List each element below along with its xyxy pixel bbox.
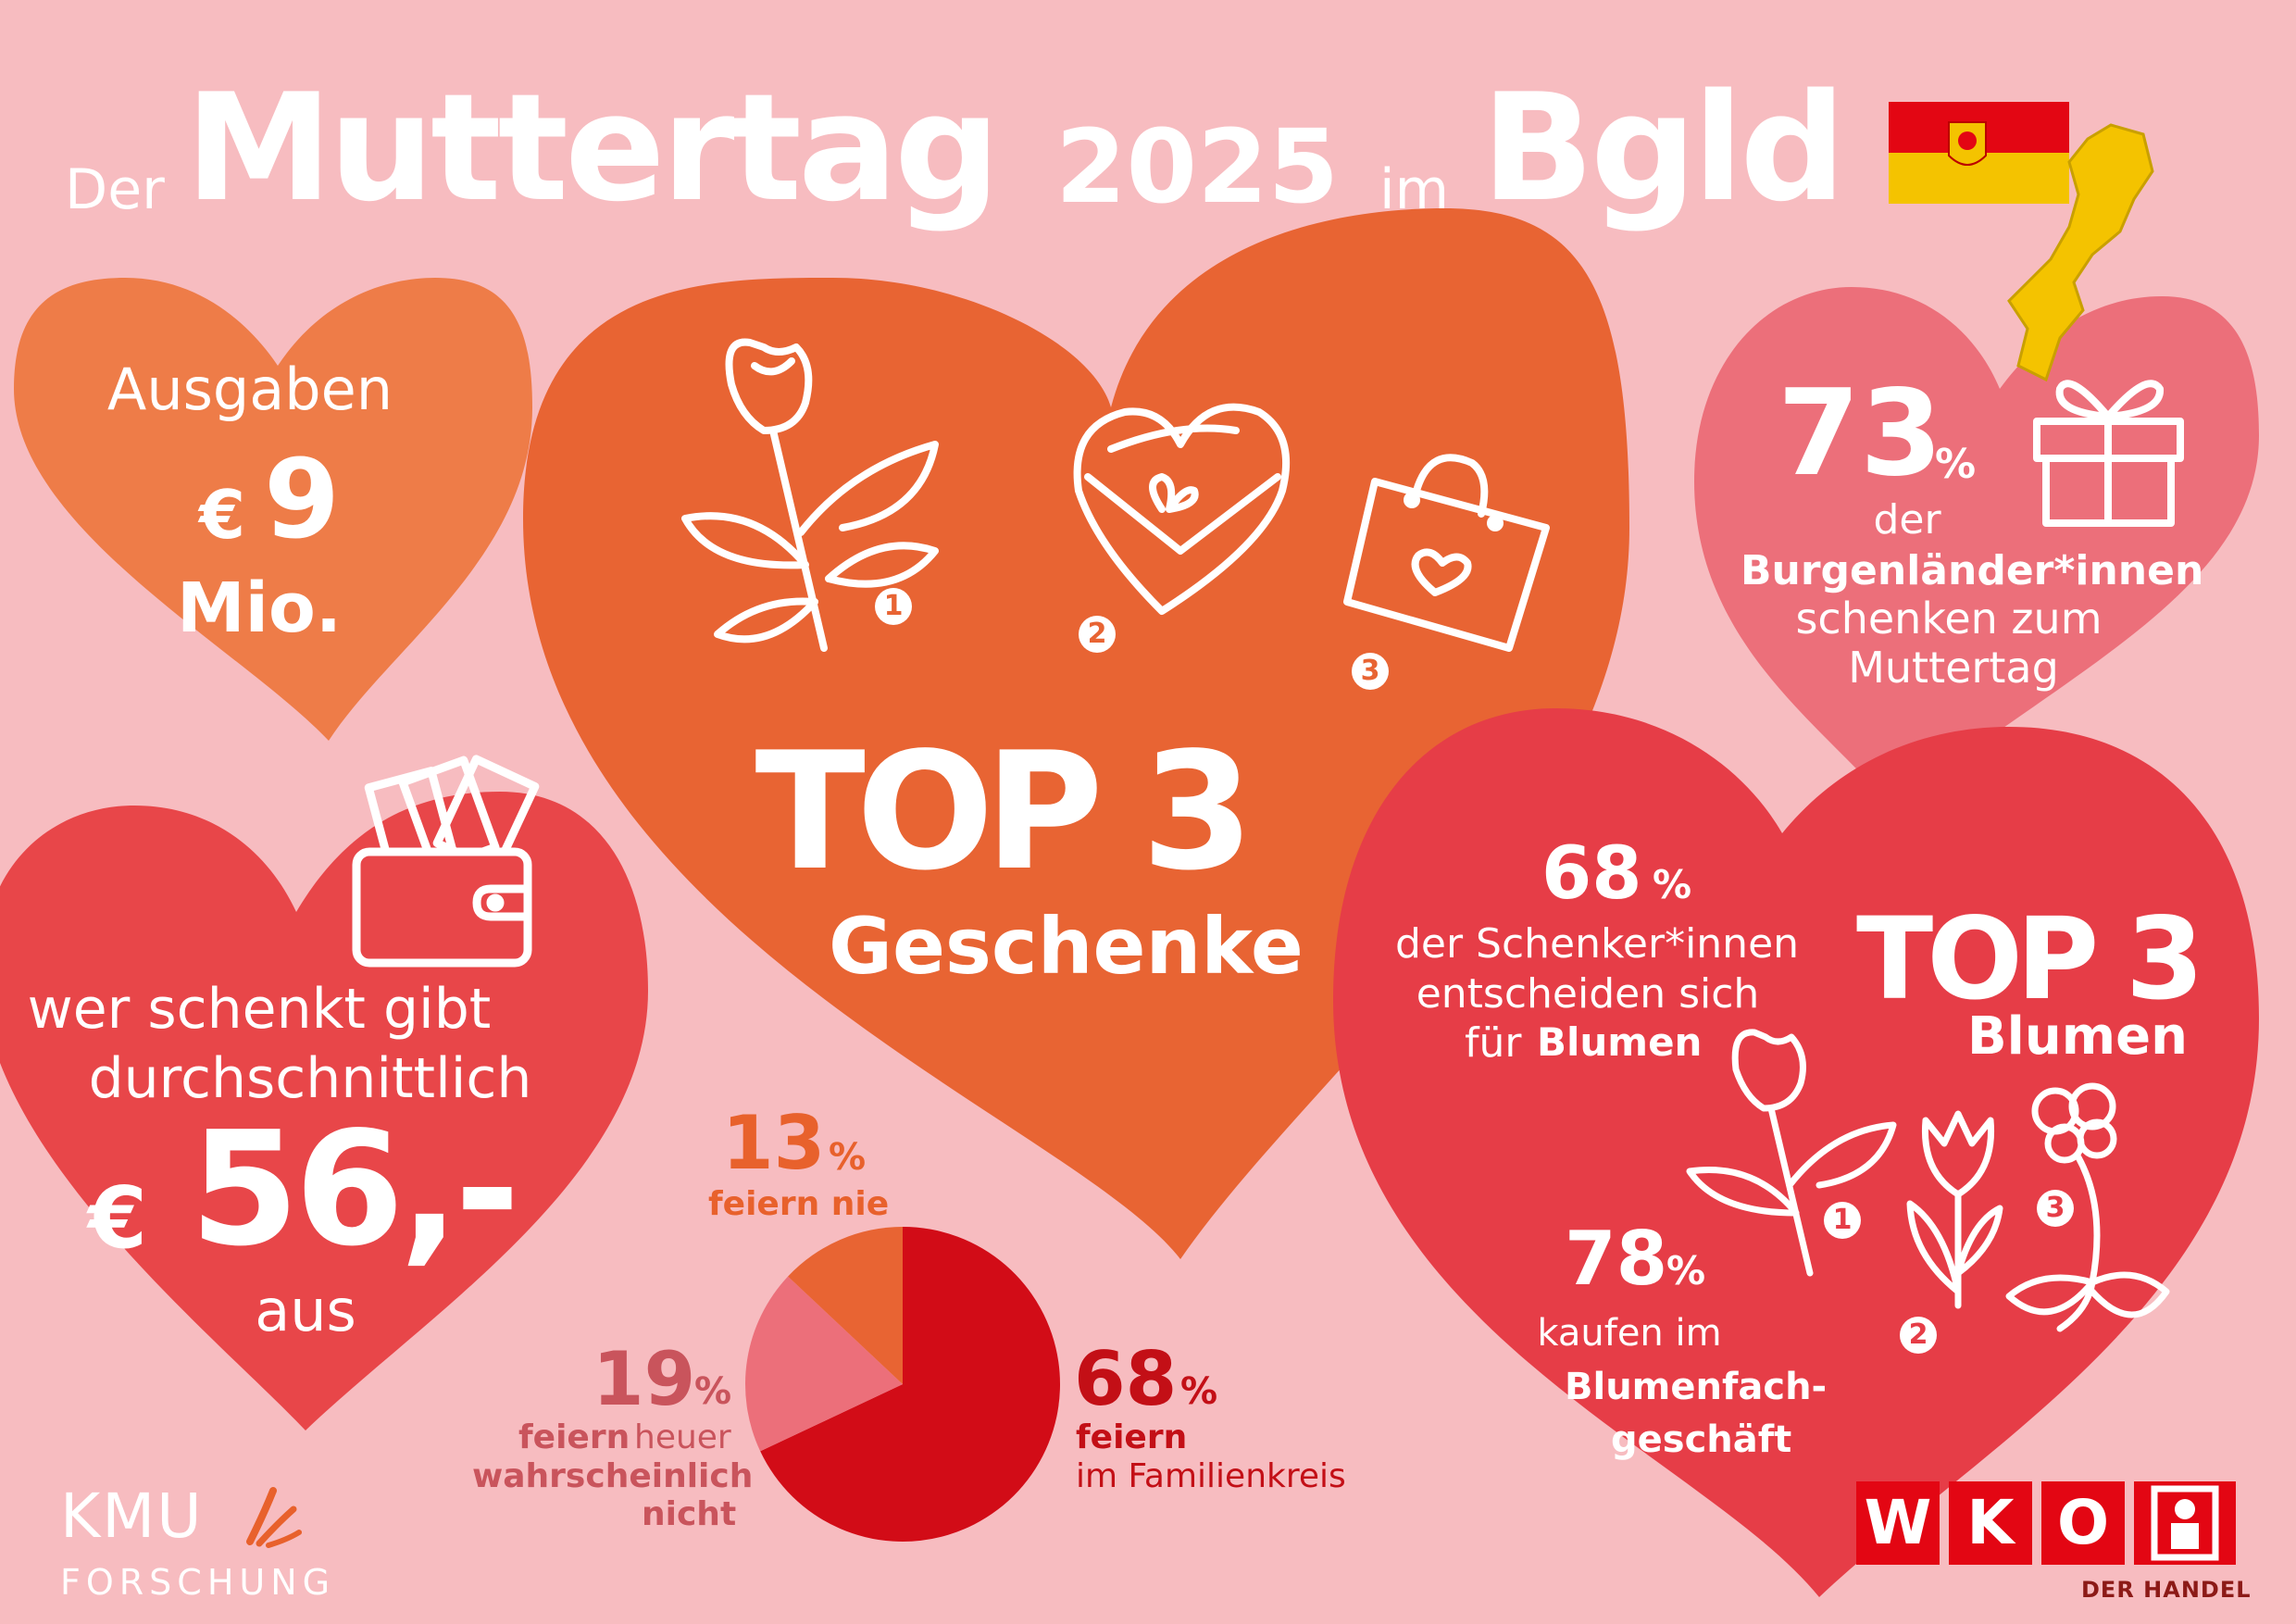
flowers-line3-prefix: für — [1465, 1019, 1522, 1067]
gift-box-icon — [2032, 366, 2185, 531]
spending-amount: 9 — [264, 435, 341, 563]
pie-never-label: feiern nie — [708, 1185, 890, 1223]
average-line1: wer schenkt gibt — [27, 977, 492, 1042]
spending-heart — [14, 278, 532, 741]
flowers-heart — [1333, 708, 2259, 1597]
pie-slice-unlikely — [745, 1276, 903, 1452]
wko-logo: W K O — [1856, 1481, 2236, 1565]
average-currency: € — [88, 1168, 148, 1268]
pie-unlikely-line2: wahrscheinlich — [472, 1457, 754, 1495]
flowers-share-unit: % — [1653, 862, 1692, 907]
wko-letter-o: O — [2041, 1481, 2125, 1565]
pie-never-value: 13 — [722, 1100, 826, 1186]
burgenland-map-icon — [1995, 120, 2157, 388]
wko-eagle-icon — [2134, 1481, 2236, 1565]
pie-unlikely-unit: % — [694, 1370, 732, 1413]
flowers-line2: entscheiden sich — [1416, 970, 1760, 1018]
pie-slice-family — [760, 1227, 1060, 1542]
pie-unlikely-value: 19 — [593, 1336, 696, 1422]
shopping-bag-heart-icon — [1342, 454, 1551, 656]
gifting-line1: der — [1873, 496, 1941, 543]
flowers-share-value: 68 — [1541, 832, 1642, 916]
tulip-icon — [1903, 1106, 2009, 1314]
top-gifts-subheading: Geschenke — [829, 901, 1304, 992]
pie-family-value: 68 — [1074, 1336, 1178, 1422]
wko-letter-w: W — [1856, 1481, 1940, 1565]
pie-unlikely-bold: feiern — [518, 1418, 630, 1456]
shop-unit: % — [1666, 1248, 1706, 1293]
shop-line3: geschäft — [1611, 1418, 1792, 1461]
title-prefix: Der — [65, 157, 165, 222]
average-suffix: aus — [255, 1277, 356, 1344]
flowers-line1: der Schenker*innen — [1394, 920, 1800, 968]
flower-rank-2: 2 — [1900, 1317, 1937, 1354]
title-main: Muttertag — [185, 61, 1000, 234]
shop-line1: kaufen im — [1537, 1312, 1722, 1355]
gifting-line4: Muttertag — [1848, 643, 2059, 693]
flowers-heading: TOP 3 — [1856, 893, 2204, 1025]
spending-currency: € — [199, 476, 246, 554]
wko-letter-k: K — [1949, 1481, 2032, 1565]
heart-gift-box-icon — [1069, 389, 1296, 619]
burgenland-flag-icon — [1889, 102, 2069, 207]
kmu-swoosh-icon — [245, 1486, 302, 1555]
average-line2: durchschnittlich — [88, 1046, 532, 1111]
top-gifts-heading: TOP 3 — [755, 718, 1254, 906]
rose-icon — [667, 329, 944, 666]
pie-family-bold: feiern — [1076, 1418, 1188, 1456]
gift-rank-3: 3 — [1352, 653, 1389, 690]
wko-sub: DER HANDEL — [2081, 1577, 2252, 1603]
shop-value: 78 — [1565, 1216, 1668, 1302]
gift-rank-2: 2 — [1079, 616, 1116, 653]
pie-unlikely-line3: nicht — [642, 1495, 737, 1533]
celebration-pie-chart — [745, 1227, 1060, 1542]
pie-family-unit: % — [1180, 1370, 1218, 1413]
spending-label: Ausgaben — [106, 356, 393, 423]
gifting-unit: % — [1935, 441, 1977, 488]
title-region: Bgld — [1481, 61, 1846, 234]
flower-rank-3: 3 — [2037, 1190, 2074, 1227]
shop-line2: Blumenfach- — [1565, 1366, 1828, 1408]
spending-unit: Mio. — [177, 568, 342, 648]
gifting-line3: schenken zum — [1795, 593, 2103, 643]
kmu-logo-line1: KMU — [60, 1480, 204, 1552]
title-mid: im — [1379, 157, 1450, 222]
gift-rank-1: 1 — [875, 588, 912, 625]
pie-never-unit: % — [829, 1136, 867, 1179]
gifting-value: 73 — [1778, 365, 1943, 503]
average-amount: 56,- — [190, 1098, 520, 1281]
flower-rank-1: 1 — [1824, 1202, 1861, 1239]
pie-unlikely-rest: heuer — [634, 1418, 731, 1456]
pie-family-line2: im Familienkreis — [1076, 1457, 1346, 1495]
title-year: 2025 — [1055, 107, 1340, 226]
gifting-line2: Burgenländer*innen — [1741, 547, 2204, 594]
flowers-line3-bold: Blumen — [1537, 1019, 1703, 1065]
pie-slice-never — [788, 1227, 903, 1384]
flower-rose-icon — [1680, 1023, 1898, 1286]
kmu-logo-line2: FORSCHUNG — [60, 1562, 336, 1603]
orchid-icon — [2004, 1069, 2171, 1351]
flowers-subheading: Blumen — [1967, 1006, 2188, 1067]
wallet-icon — [352, 755, 546, 976]
